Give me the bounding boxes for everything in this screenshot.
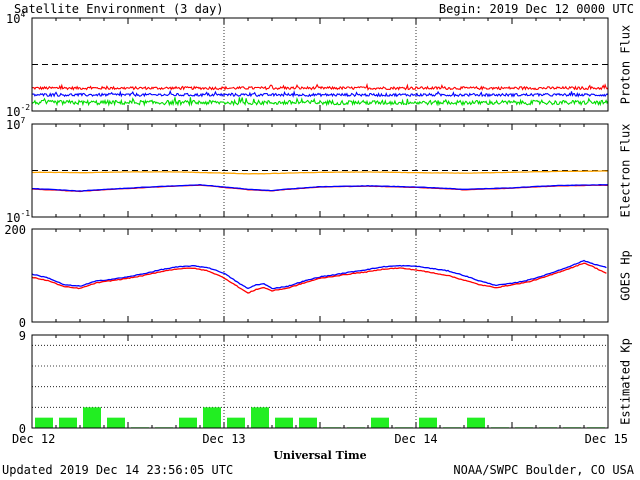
series-line [32,184,608,192]
credit-label: NOAA/SWPC Boulder, CO USA [453,463,634,477]
kp-bar [299,417,317,428]
series-line [32,89,608,98]
series-line [32,82,608,91]
kp-bar [59,417,77,428]
chart-title: Satellite Environment (3 day) [14,2,224,16]
kp-bar [371,417,389,428]
y-axis-label: Estimated Kp [619,338,633,425]
kp-bar [275,417,293,428]
kp-bar [419,417,437,428]
kp-bar [179,417,197,428]
kp-bar [467,417,485,428]
panel-kp: 0 9 Estimated Kp [19,329,633,436]
y-axis-label: Electron Flux [619,124,633,218]
panel-plot-area [32,229,607,322]
panel-electron: 107 10-1 Electron Flux [6,116,633,225]
updated-timestamp: Updated 2019 Dec 14 23:56:05 UTC [2,463,234,477]
panel-frame [31,123,609,218]
panel-frame [31,334,609,429]
y-axis-label: GOES Hp [619,250,633,301]
y-tick-label: 9 [19,329,26,343]
y-tick-label: 0 [19,422,26,436]
y-tick-label: 104 [6,10,25,26]
begin-timestamp: Begin: 2019 Dec 12 0000 UTC [438,2,634,16]
series-line [32,170,608,175]
panel-frame [31,17,609,112]
kp-bar [35,417,53,428]
y-tick-label: 0 [19,316,26,330]
x-tick-label: Dec 13 [202,432,245,446]
series-line [32,97,608,107]
y-axis-label: Proton Flux [619,25,633,104]
panel-frame [31,228,609,323]
panel-proton: 104 10-2 Proton Flux [6,10,633,119]
series-line [32,259,607,290]
y-tick-label: 10-1 [6,209,30,225]
x-tick-label: Dec 12 [12,432,55,446]
kp-bar [83,407,101,428]
panel-plot-area [32,18,608,111]
panel-hp: 0 200 GOES Hp [4,223,632,330]
y-tick-label: 200 [4,223,26,237]
y-tick-label: 10-2 [6,103,30,119]
series-line [32,262,607,294]
kp-bar [107,417,125,428]
x-axis-title: Universal Time [273,449,367,462]
kp-bar [251,407,269,428]
panel-plot-area [32,124,608,217]
x-tick-label: Dec 14 [394,432,437,446]
panel-plot-area [32,335,608,428]
kp-bar [203,407,221,428]
y-tick-label: 107 [6,116,25,132]
x-tick-label: Dec 15 [585,432,628,446]
kp-bar [227,417,245,428]
